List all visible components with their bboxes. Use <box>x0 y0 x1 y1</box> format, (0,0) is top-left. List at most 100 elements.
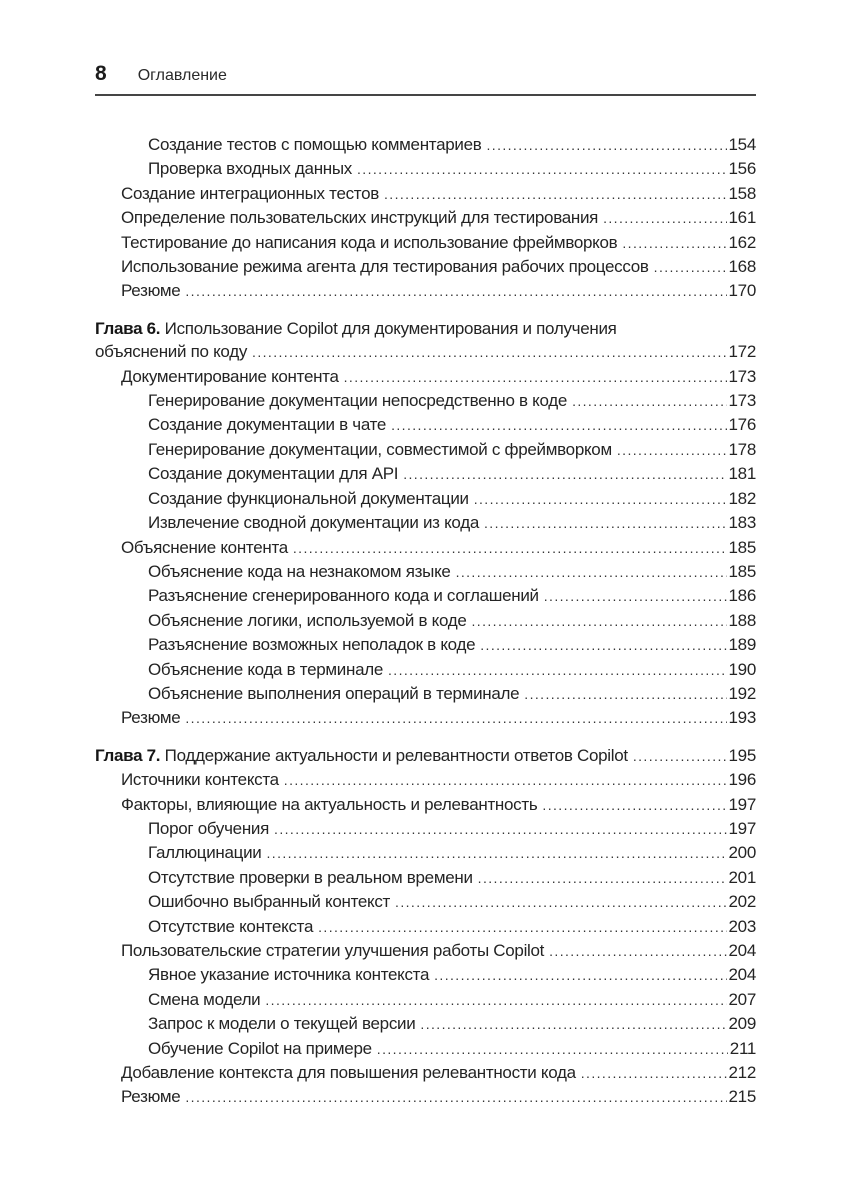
toc-entry-page-number: 202 <box>728 892 757 912</box>
toc-entry-page-number: 188 <box>728 610 757 630</box>
toc-entry: Создание функциональной документации 182 <box>95 487 756 511</box>
dot-leader <box>472 609 727 633</box>
toc-entry-title: Объяснение контента <box>121 536 288 559</box>
toc-entry-page-number: 183 <box>728 513 757 533</box>
toc-entry-page-number: 195 <box>728 745 757 765</box>
toc-entry-row: Создание документации для API 181 <box>148 462 756 486</box>
dot-leader <box>185 706 726 730</box>
toc-entry-row: Резюме 170 <box>121 279 756 303</box>
toc-entry-row: Пользовательские стратегии улучшения раб… <box>121 939 756 963</box>
toc-entry-text: Резюме <box>121 708 181 728</box>
toc-entry-row: Создание документации в чате 176 <box>148 413 756 437</box>
toc-entry-page-number: 200 <box>728 843 757 863</box>
toc-entry-page-number: 170 <box>728 281 757 301</box>
toc-entry-text: Резюме <box>121 281 181 301</box>
chapter-number-label: Глава 6. <box>95 318 161 338</box>
toc-chapter-entry: Глава 7. Поддержание актуальности и релев… <box>95 744 756 768</box>
toc-entry-row: Объяснение логики, используемой в коде 18… <box>148 609 756 633</box>
toc-entry: Отсутствие контекста 203 <box>95 915 756 939</box>
toc-entry: Тестирование до написания кода и использ… <box>95 231 756 255</box>
toc-entry: Создание интеграционных тестов 158 <box>95 182 756 206</box>
toc-entry-title: Явное указание источника контекста <box>148 963 429 986</box>
toc-entry: Порог обучения 197 <box>95 817 756 841</box>
dot-leader <box>549 939 726 963</box>
toc-entry-page-number: 197 <box>728 794 757 814</box>
toc-entry-title: Объяснение кода на незнакомом языке <box>148 560 451 583</box>
header-page-number: 8 <box>95 62 107 85</box>
toc-entry: Обучение Copilot на примере 211 <box>95 1037 756 1061</box>
toc-entry: Объяснение выполнения операций в термина… <box>95 682 756 706</box>
toc-entry-title: Разъяснение возможных неполадок в коде <box>148 633 476 656</box>
toc-list: Создание тестов с помощью комментариев 15… <box>95 133 756 1110</box>
toc-entry-page-number: 178 <box>728 439 757 459</box>
toc-entry-row: Генерирование документации непосредствен… <box>148 389 756 413</box>
toc-entry-row: Объяснение контента 185 <box>121 536 756 560</box>
dot-leader <box>265 988 726 1012</box>
toc-entry-page-number: 203 <box>728 916 757 936</box>
toc-entry-text: Извлечение сводной документации из кода <box>148 513 479 533</box>
toc-entry-row: Объяснение кода на незнакомом языке 185 <box>148 560 756 584</box>
dot-leader <box>384 182 727 206</box>
toc-entry-title: Создание интеграционных тестов <box>121 182 379 205</box>
dot-leader <box>185 1085 726 1109</box>
toc-entry: Отсутствие проверки в реальном времени 20… <box>95 866 756 890</box>
toc-entry: Запрос к модели о текущей версии 209 <box>95 1012 756 1036</box>
toc-entry-title: Ошибочно выбранный контекст <box>148 890 390 913</box>
dot-leader <box>544 584 727 608</box>
dot-leader <box>542 793 726 817</box>
toc-entry: Разъяснение сгенерированного кода и согл… <box>95 584 756 608</box>
toc-entry-page-number: 181 <box>728 464 757 484</box>
dot-leader <box>377 1037 728 1061</box>
toc-entry-text: Ошибочно выбранный контекст <box>148 892 391 912</box>
toc-entry-title: Создание документации для API <box>148 462 399 485</box>
toc-entry-title: Генерирование документации, совместимой … <box>148 438 612 461</box>
dot-leader <box>456 560 727 584</box>
toc-entry-text: Отсутствие контекста <box>148 916 314 936</box>
toc-entry: Разъяснение возможных неполадок в коде 18… <box>95 633 756 657</box>
toc-entry-title: Определение пользовательских инструкций … <box>121 206 598 229</box>
dot-leader <box>357 157 727 181</box>
toc-entry: Создание тестов с помощью комментариев 15… <box>95 133 756 157</box>
toc-entry-row: Генерирование документации, совместимой … <box>148 438 756 462</box>
toc-entry-row: Смена модели 207 <box>148 988 756 1012</box>
toc-entry-page-number: 196 <box>728 770 757 790</box>
toc-entry-row: Извлечение сводной документации из кода 1… <box>148 511 756 535</box>
toc-entry: Объяснение логики, используемой в коде 18… <box>95 609 756 633</box>
toc-entry-title: Создание документации в чате <box>148 413 386 436</box>
toc-entry-text: Источники контекста <box>121 770 279 790</box>
toc-entry-text: Поддержание актуальности и релевантности… <box>164 745 628 765</box>
toc-entry-title: Отсутствие контекста <box>148 915 313 938</box>
toc-entry-row: Создание интеграционных тестов 158 <box>121 182 756 206</box>
toc-entry: Ошибочно выбранный контекст 202 <box>95 890 756 914</box>
toc-entry: Создание документации для API 181 <box>95 462 756 486</box>
toc-entry-first-line: Глава 6. Использование Copilot для докуме… <box>95 317 756 340</box>
toc-entry-title: Факторы, влияющие на актуальность и реле… <box>121 793 538 816</box>
toc-entry-title: Извлечение сводной документации из кода <box>148 511 479 534</box>
toc-entry-text: Объяснение кода на незнакомом языке <box>148 561 451 581</box>
toc-entry-row: Порог обучения 197 <box>148 817 756 841</box>
dot-leader <box>622 231 726 255</box>
dot-leader <box>395 890 726 914</box>
toc-entry: Объяснение кода на незнакомом языке 185 <box>95 560 756 584</box>
toc-entry-title: Смена модели <box>148 988 261 1011</box>
toc-entry-page-number: 161 <box>728 208 757 228</box>
dot-leader <box>344 365 727 389</box>
toc-entry-text: Проверка входных данных <box>148 159 353 179</box>
toc-entry-title: Добавление контекста для повышения релев… <box>121 1061 576 1084</box>
toc-entry-title: Источники контекста <box>121 768 279 791</box>
toc-entry-title: Резюме <box>121 1085 181 1108</box>
toc-entry-row: Объяснение выполнения операций в термина… <box>148 682 756 706</box>
toc-entry-title: Порог обучения <box>148 817 269 840</box>
toc-entry: Резюме 215 <box>95 1085 756 1109</box>
dot-leader <box>318 915 726 939</box>
page-content: 8 Оглавление Создание тестов с помощью к… <box>95 62 756 1110</box>
toc-entry-page-number: 192 <box>728 683 757 703</box>
toc-entry-title: Проверка входных данных <box>148 157 352 180</box>
toc-entry: Смена модели 207 <box>95 988 756 1012</box>
toc-entry-title: Объяснение выполнения операций в термина… <box>148 682 520 705</box>
dot-leader <box>284 768 727 792</box>
toc-entry-row: Явное указание источника контекста 204 <box>148 963 756 987</box>
toc-entry-text: Обучение Copilot на примере <box>148 1038 372 1058</box>
toc-entry-title: Документирование контента <box>121 365 339 388</box>
toc-entry-page-number: 158 <box>728 183 757 203</box>
